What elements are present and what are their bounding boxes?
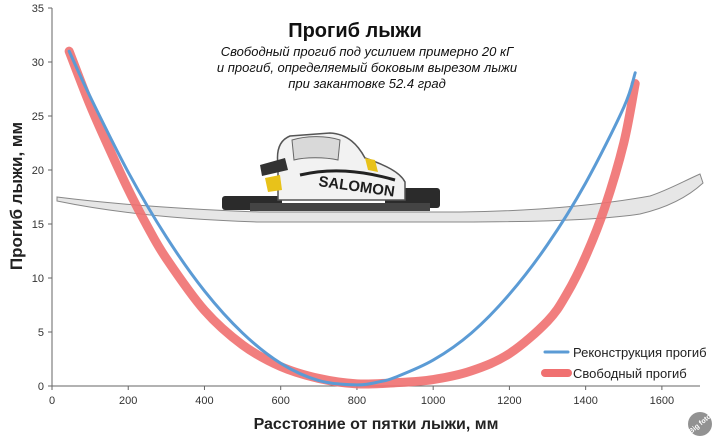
y-tick-label: 20 bbox=[32, 165, 44, 177]
legend: Реконструкция прогиб Свободный прогиб bbox=[541, 345, 707, 381]
x-tick-label: 800 bbox=[348, 395, 366, 407]
legend-label: Свободный прогиб bbox=[573, 366, 687, 381]
boot-cuff bbox=[291, 136, 341, 161]
ski-boot-illustration: SALOMON bbox=[56, 132, 704, 223]
y-tick-label: 35 bbox=[32, 3, 44, 15]
ticks: 0 5 10 15 20 25 30 35 0 200 400 600 800 1000 1200 1400 1… bbox=[32, 3, 674, 407]
watermark: Big foto bbox=[688, 412, 713, 436]
chart-subtitle-line: Свободный прогиб под усилием примерно 20… bbox=[221, 44, 514, 59]
boot-buckle-yellow bbox=[265, 175, 282, 192]
chart-subtitle-line: и прогиб, определяемый боковым вырезом л… bbox=[217, 60, 517, 75]
x-tick-label: 600 bbox=[272, 395, 290, 407]
x-tick-label: 1200 bbox=[497, 395, 521, 407]
x-tick-label: 1000 bbox=[421, 395, 445, 407]
y-tick-label: 10 bbox=[32, 273, 44, 285]
x-tick-label: 400 bbox=[195, 395, 213, 407]
x-tick-label: 1400 bbox=[573, 395, 597, 407]
y-tick-label: 30 bbox=[32, 57, 44, 69]
chart-text: Прогиб лыжи Свободный прогиб под усилием … bbox=[7, 20, 517, 433]
chart-subtitle-line: при закантовке 52.4 град bbox=[288, 76, 446, 91]
x-tick-label: 0 bbox=[49, 395, 55, 407]
y-tick-label: 5 bbox=[38, 327, 44, 339]
chart-title: Прогиб лыжи bbox=[288, 20, 422, 42]
y-tick-label: 25 bbox=[32, 111, 44, 123]
boot-buckle bbox=[260, 158, 288, 176]
series-lines bbox=[64, 46, 640, 389]
x-tick-label: 200 bbox=[119, 395, 137, 407]
boot-buckle-front bbox=[365, 158, 378, 172]
boot-stripe bbox=[299, 169, 396, 182]
x-tick-label: 1600 bbox=[650, 395, 674, 407]
legend-label: Реконструкция прогиб bbox=[573, 345, 707, 360]
watermark-badge bbox=[688, 412, 712, 436]
ski-shape bbox=[56, 173, 704, 223]
x-axis-label: Расстояние от пятки лыжи, мм bbox=[254, 416, 499, 433]
y-tick-label: 15 bbox=[32, 219, 44, 231]
y-axis-label: Прогиб лыжи, мм bbox=[7, 122, 26, 270]
y-tick-label: 0 bbox=[38, 381, 44, 393]
binding-plate bbox=[250, 203, 430, 211]
series-line-reconstruction bbox=[67, 49, 637, 387]
